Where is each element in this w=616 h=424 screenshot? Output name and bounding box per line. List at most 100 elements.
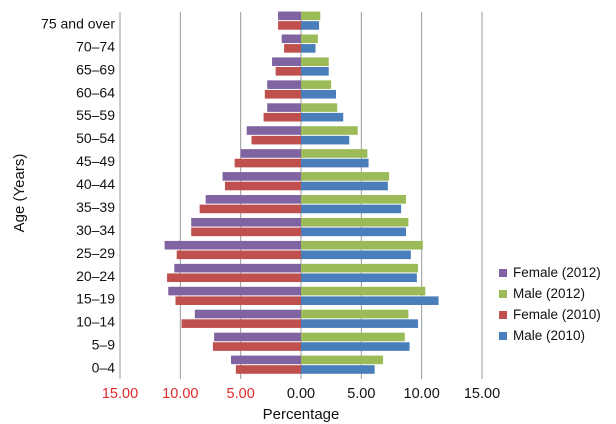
bar-male-2012	[301, 332, 405, 342]
bar-female-2010	[181, 319, 301, 328]
legend: Female (2012) Male (2012) Female (2010) Mal…	[499, 262, 601, 346]
bar-female-2010	[212, 342, 301, 351]
bar-female-2012	[267, 103, 301, 112]
bar-female-2012	[168, 286, 301, 296]
bar-female-2010	[235, 365, 301, 374]
bars	[164, 11, 439, 374]
y-tick-labels: 0–4 5–9 10–14 15–19 20–24 25–29 30–34 35–39 40–4…	[41, 15, 115, 375]
legend-label: Male (2012)	[513, 286, 586, 301]
bar-female-2012	[281, 34, 301, 44]
bar-female-2012	[267, 80, 301, 89]
y-tick-label: 35–39	[76, 199, 115, 215]
legend-swatch	[499, 331, 507, 340]
bar-female-2010	[176, 250, 301, 260]
bar-female-2010	[284, 44, 301, 53]
bar-female-2012	[272, 57, 301, 67]
bar-male-2010	[301, 181, 388, 191]
y-tick-label: 0–4	[92, 360, 116, 376]
bar-male-2010	[301, 273, 417, 283]
legend-item: Male (2010)	[499, 325, 601, 346]
bar-female-2010	[264, 89, 301, 99]
bar-male-2012	[301, 240, 423, 250]
bar-male-2012	[301, 286, 426, 296]
y-tick-label: 60–64	[76, 84, 115, 100]
y-tick-label: 25–29	[76, 245, 115, 261]
bar-female-2012	[205, 195, 301, 204]
y-tick-label: 5–9	[92, 337, 116, 353]
y-tick-label: 70–74	[76, 38, 115, 54]
legend-item: Female (2010)	[499, 304, 601, 325]
y-tick-label: 15–19	[76, 291, 115, 307]
bar-female-2012	[278, 11, 301, 21]
x-tick-label: 5.00	[227, 386, 255, 402]
bar-male-2010	[301, 112, 344, 122]
bar-female-2010	[175, 296, 301, 305]
bar-female-2010	[275, 67, 301, 76]
bar-male-2010	[301, 296, 439, 305]
bar-male-2012	[301, 263, 419, 273]
bar-female-2010	[224, 181, 301, 191]
y-axis-label: Age (Years)	[11, 154, 28, 233]
bar-male-2012	[301, 149, 368, 158]
bar-male-2010	[301, 204, 402, 214]
x-tick-label: 15.00	[464, 386, 500, 402]
bar-female-2010	[263, 112, 301, 122]
bar-male-2012	[301, 103, 338, 112]
legend-item: Female (2012)	[499, 262, 601, 283]
bar-male-2012	[301, 172, 390, 181]
bar-female-2012	[246, 126, 301, 135]
y-tick-label: 10–14	[76, 314, 115, 330]
bar-female-2012	[164, 240, 301, 250]
bar-male-2010	[301, 67, 329, 76]
legend-label: Male (2010)	[513, 328, 586, 343]
bar-male-2012	[301, 57, 329, 67]
y-tick-label: 75 and over	[41, 15, 115, 31]
y-tick-label: 45–49	[76, 153, 115, 169]
bar-male-2012	[301, 195, 406, 204]
bar-male-2012	[301, 80, 332, 89]
bar-male-2010	[301, 319, 419, 328]
bar-female-2010	[234, 158, 301, 168]
x-tick-label: 0.00	[287, 386, 315, 402]
x-axis-label: Percentage	[263, 406, 340, 423]
legend-swatch	[499, 268, 507, 277]
y-tick-label: 55–59	[76, 107, 115, 123]
bar-male-2010	[301, 342, 410, 351]
legend-item: Male (2012)	[499, 283, 601, 304]
bar-female-2012	[222, 172, 301, 181]
bar-female-2012	[174, 263, 301, 273]
legend-swatch	[499, 289, 507, 298]
bar-female-2010	[278, 21, 301, 30]
bar-male-2010	[301, 250, 411, 260]
bar-female-2012	[214, 332, 301, 342]
y-tick-label: 20–24	[76, 268, 115, 284]
x-tick-label: 5.00	[347, 386, 375, 402]
bar-female-2012	[240, 149, 301, 158]
y-tick-label: 50–54	[76, 130, 115, 146]
bar-male-2010	[301, 21, 320, 30]
y-tick-label: 40–44	[76, 176, 115, 192]
bar-male-2012	[301, 355, 384, 365]
bar-male-2012	[301, 126, 358, 135]
bar-female-2010	[199, 204, 301, 214]
bar-female-2012	[231, 355, 301, 365]
bar-male-2010	[301, 158, 369, 168]
x-tick-label: 10.00	[162, 386, 198, 402]
legend-label: Female (2012)	[513, 265, 601, 280]
bar-male-2012	[301, 11, 321, 21]
x-tick-label: 15.00	[102, 386, 138, 402]
y-tick-label: 65–69	[76, 61, 115, 77]
bar-female-2012	[194, 309, 301, 319]
bar-female-2012	[191, 217, 301, 227]
bar-female-2010	[167, 273, 301, 283]
legend-swatch	[499, 310, 507, 319]
y-tick-label: 30–34	[76, 222, 115, 238]
bar-male-2012	[301, 309, 409, 319]
bar-male-2010	[301, 44, 316, 53]
legend-label: Female (2010)	[513, 307, 601, 322]
bar-female-2010	[251, 135, 301, 145]
bar-male-2010	[301, 365, 375, 374]
x-tick-label: 10.00	[404, 386, 440, 402]
bar-male-2012	[301, 34, 318, 44]
